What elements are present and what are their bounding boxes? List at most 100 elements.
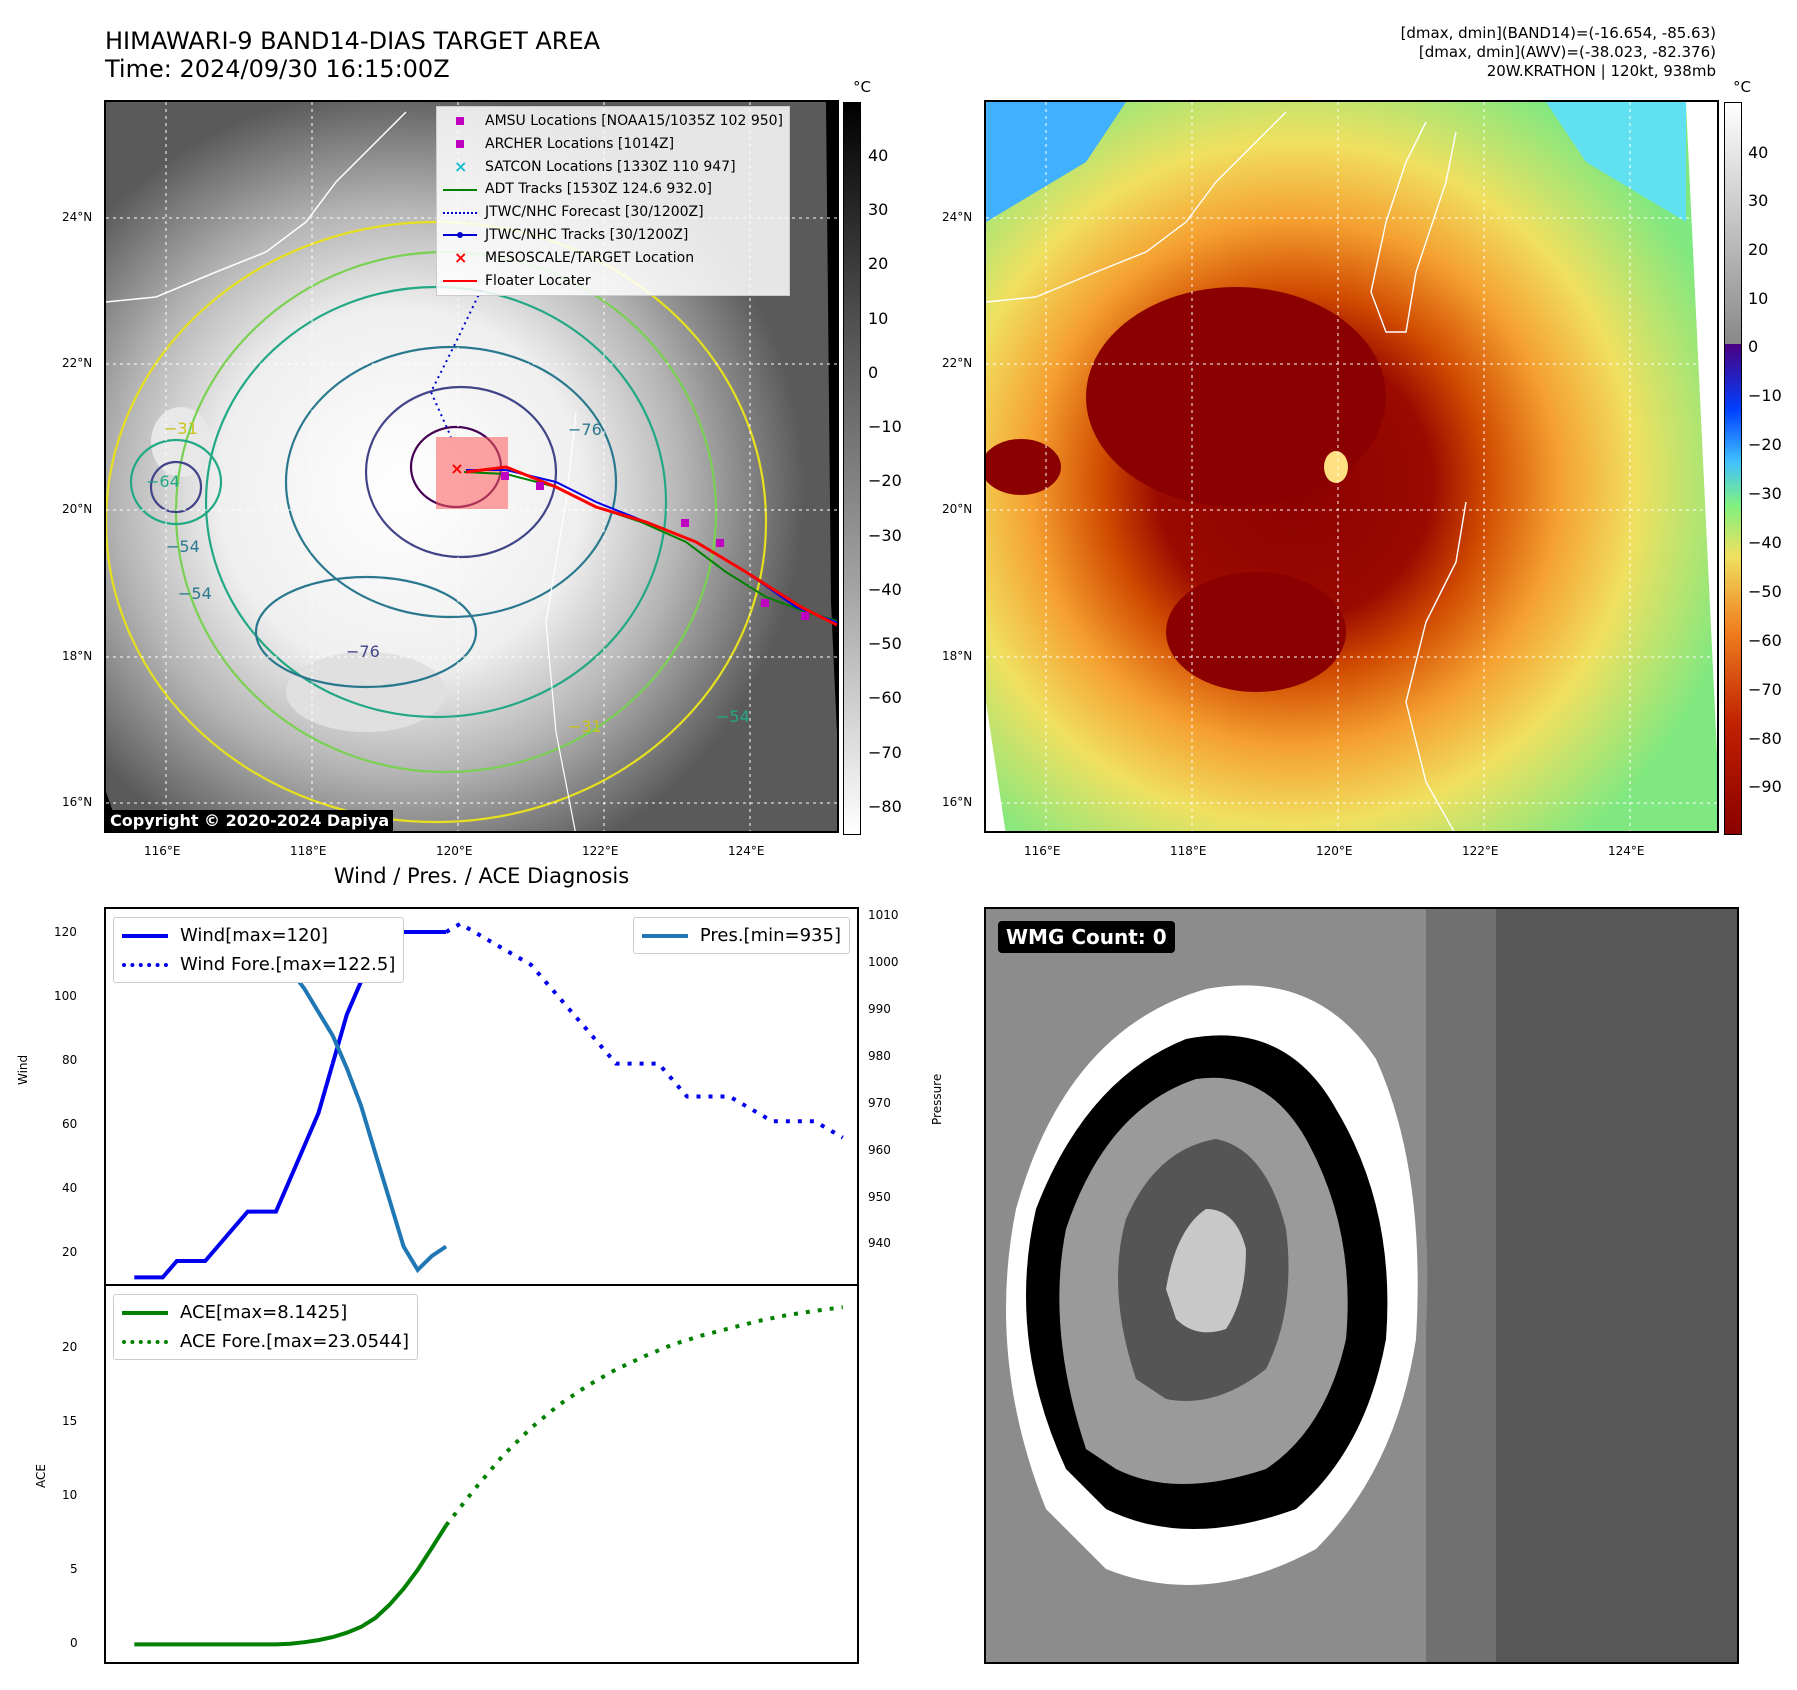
legend-mesoscale: × MESOSCALE/TARGET Location (443, 247, 783, 270)
legend-pressure: Pres.[min=935] (641, 921, 841, 950)
colorbar-tick: −10 (868, 417, 902, 436)
line-marker-icon (443, 274, 477, 288)
colorbar-tick: −40 (868, 580, 902, 599)
colorbar-tick: −60 (1748, 631, 1782, 650)
colorbar-tick: 30 (1748, 191, 1769, 210)
ace-panel: ACE[max=8.1425] ACE Fore.[max=23.0544] (104, 1284, 859, 1664)
wv-map-panel (984, 100, 1719, 833)
lon-tick: 116°E (1024, 844, 1061, 858)
figure-title-line1: HIMAWARI-9 BAND14-DIAS TARGET AREA (105, 27, 601, 55)
colorbar-tick: −30 (868, 526, 902, 545)
line-dot-icon (443, 228, 477, 242)
colorbar-tick: 0 (1748, 337, 1759, 356)
wind-tick: 40 (62, 1181, 78, 1195)
line-marker-icon (443, 183, 477, 197)
legend-adt: ADT Tracks [1530Z 124.6 932.0] (443, 178, 783, 201)
contour-label: −54 (166, 537, 200, 556)
svg-text:×: × (450, 459, 463, 478)
solid-line-icon (641, 933, 688, 938)
pressure-tick: 970 (868, 1096, 891, 1110)
ace-tick: 20 (62, 1340, 78, 1354)
colorbar-tick: 40 (1748, 143, 1769, 162)
wmg-panel: WMG Count: 0 (984, 907, 1739, 1664)
series-line-forecast (444, 1305, 844, 1527)
colorbar-tick: −10 (1748, 386, 1782, 405)
ace-tick: 5 (70, 1562, 78, 1576)
dotted-line-icon (122, 1339, 168, 1344)
lat-tick: 16°N (62, 795, 93, 809)
contour-label: −31 (164, 419, 198, 438)
wmg-image (986, 909, 1496, 1662)
lon-tick: 120°E (436, 844, 473, 858)
pressure-tick: 980 (868, 1049, 891, 1063)
pressure-tick: 1010 (868, 908, 899, 922)
colorbar-tick: 20 (1748, 240, 1769, 259)
series-line-observed (134, 1524, 448, 1647)
colorbar-tick: −40 (1748, 533, 1782, 552)
x-marker-icon: × (454, 248, 468, 268)
left-colorbar (843, 102, 861, 835)
series-line-observed (134, 1063, 335, 1280)
legend-wind: Wind[max=120] (122, 921, 395, 950)
legend-amsu: AMSU Locations [NOAA15/1035Z 102 950] (443, 110, 783, 133)
wind-tick: 100 (54, 989, 77, 1003)
colorbar-tick: −90 (1748, 777, 1782, 796)
solid-line-icon (122, 933, 168, 938)
legend-satcon: × SATCON Locations [1330Z 110 947] (443, 156, 783, 179)
dotted-line-icon (122, 962, 168, 967)
colorbar-tick: 20 (868, 254, 889, 273)
lat-tick: 16°N (942, 795, 973, 809)
lat-tick: 24°N (942, 210, 973, 224)
wind-pressure-panel: Wind[max=120] Wind Fore.[max=122.5] Pres… (104, 907, 859, 1286)
lat-tick: 20°N (942, 502, 973, 516)
colorbar-tick: 40 (868, 146, 889, 165)
colorbar-tick: −80 (1748, 729, 1782, 748)
colorbar-tick: −80 (868, 797, 902, 816)
colorbar-tick: −30 (1748, 484, 1782, 503)
legend-wind-forecast: Wind Fore.[max=122.5] (122, 950, 395, 979)
lat-tick: 24°N (62, 210, 93, 224)
pressure-tick: 1000 (868, 955, 899, 969)
colorbar-tick: −50 (1748, 582, 1782, 601)
pressure-tick: 940 (868, 1236, 891, 1250)
ace-plot (134, 1305, 844, 1647)
pressure-tick: 990 (868, 1002, 891, 1016)
right-colorbar-unit: °C (1733, 78, 1751, 96)
legend-floater: Floater Locater (443, 270, 783, 293)
contour-label: −64 (146, 472, 180, 491)
ace-tick: 0 (70, 1636, 78, 1650)
stats-storm: 20W.KRATHON | 120kt, 938mb (1486, 62, 1716, 80)
solid-line-icon (122, 1310, 168, 1315)
ace-tick: 10 (62, 1488, 78, 1502)
pressure-tick: 950 (868, 1190, 891, 1204)
lon-tick: 124°E (1608, 844, 1645, 858)
lon-tick: 120°E (1316, 844, 1353, 858)
colorbar-tick: 10 (868, 309, 889, 328)
colorbar-tick: −70 (1748, 680, 1782, 699)
wind-axis-label: Wind (16, 1054, 30, 1085)
dotted-line-icon (443, 206, 477, 220)
lon-tick: 118°E (290, 844, 327, 858)
square-marker-icon (443, 114, 477, 128)
diagnosis-title: Wind / Pres. / ACE Diagnosis (333, 864, 630, 888)
wv-map-image (986, 102, 1717, 831)
ace-tick: 15 (62, 1414, 78, 1428)
stats-block: [dmax, dmin](BAND14)=(-16.654, -85.63) [… (1016, 24, 1716, 81)
colorbar-tick: −60 (868, 688, 902, 707)
colorbar-tick: −20 (1748, 435, 1782, 454)
series-line-forecast (445, 921, 844, 1140)
ace-axis-label: ACE (34, 1464, 48, 1488)
lat-tick: 22°N (942, 356, 973, 370)
lat-tick: 18°N (942, 649, 973, 663)
contour-label: −54 (178, 584, 212, 603)
colorbar-tick: 0 (868, 363, 879, 382)
left-colorbar-unit: °C (853, 78, 871, 96)
colorbar-tick: −50 (868, 634, 902, 653)
pressure-tick: 960 (868, 1143, 891, 1157)
legend-jtwc-tracks: JTWC/NHC Tracks [30/1200Z] (443, 224, 783, 247)
lon-tick: 122°E (1462, 844, 1499, 858)
x-marker-icon: × (454, 156, 468, 176)
stats-band14: [dmax, dmin](BAND14)=(-16.654, -85.63) (1400, 24, 1716, 42)
lon-tick: 116°E (144, 844, 181, 858)
colorbar-tick: 30 (868, 200, 889, 219)
